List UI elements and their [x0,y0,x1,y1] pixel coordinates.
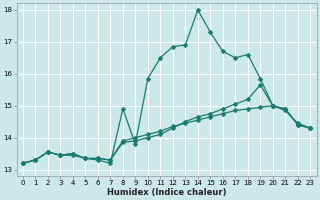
X-axis label: Humidex (Indice chaleur): Humidex (Indice chaleur) [107,188,226,197]
